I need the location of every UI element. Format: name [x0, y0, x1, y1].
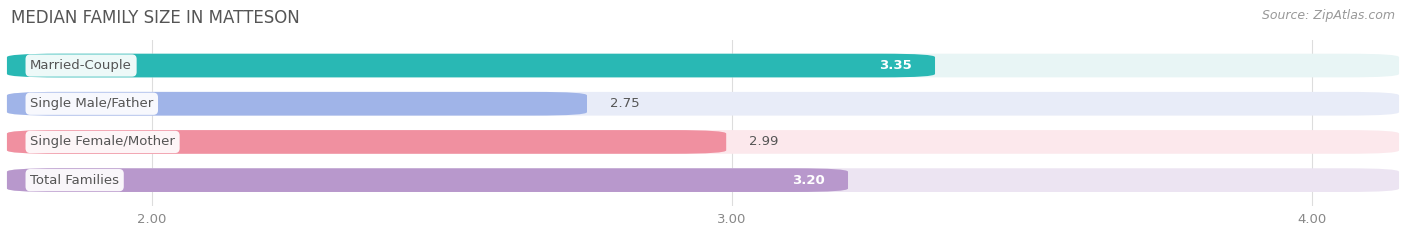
FancyBboxPatch shape — [7, 130, 1399, 154]
Text: Single Female/Mother: Single Female/Mother — [30, 135, 174, 148]
FancyBboxPatch shape — [7, 92, 1399, 116]
FancyBboxPatch shape — [7, 168, 1399, 192]
FancyBboxPatch shape — [7, 92, 586, 116]
Text: 3.35: 3.35 — [879, 59, 912, 72]
Text: MEDIAN FAMILY SIZE IN MATTESON: MEDIAN FAMILY SIZE IN MATTESON — [11, 9, 299, 27]
Text: 3.20: 3.20 — [792, 174, 825, 187]
Text: Source: ZipAtlas.com: Source: ZipAtlas.com — [1261, 9, 1395, 22]
FancyBboxPatch shape — [7, 54, 1399, 77]
Text: 2.99: 2.99 — [749, 135, 779, 148]
Text: Married-Couple: Married-Couple — [30, 59, 132, 72]
FancyBboxPatch shape — [7, 168, 848, 192]
Text: Total Families: Total Families — [30, 174, 120, 187]
Text: Single Male/Father: Single Male/Father — [30, 97, 153, 110]
Text: 2.75: 2.75 — [610, 97, 640, 110]
FancyBboxPatch shape — [7, 54, 935, 77]
FancyBboxPatch shape — [7, 130, 727, 154]
